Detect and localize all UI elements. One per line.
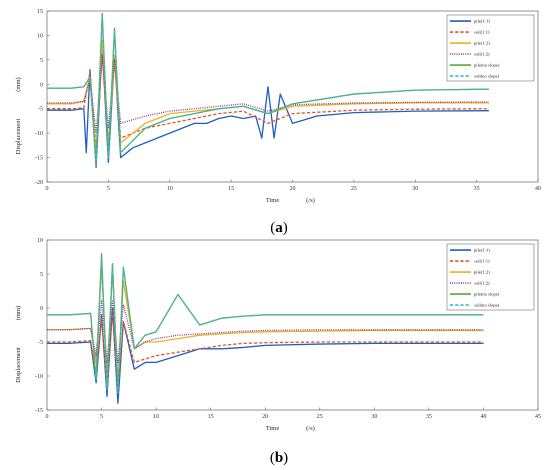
x-tick-label-b-7: 35	[426, 414, 432, 420]
x-tick-label-b-6: 30	[371, 414, 377, 420]
y-axis-unit-b: (mm)	[15, 306, 22, 320]
y-tick-label-a-6: -15	[35, 156, 43, 162]
x-tick-label-b-4: 20	[262, 414, 268, 420]
x-tick-label-b-0: 0	[46, 414, 49, 420]
x-axis-unit-a: (/s)	[306, 197, 315, 204]
legend-label-a-3: soil(1:2)	[474, 52, 490, 57]
y-tick-label-a-2: 5	[40, 58, 43, 64]
x-tick-label-a-8: 40	[535, 186, 541, 192]
legend-label-b-1: soil(1:1)	[474, 259, 490, 264]
legend-label-a-5: soil(no slope)	[474, 74, 500, 79]
x-tick-label-b-2: 10	[153, 414, 159, 420]
x-tick-label-b-5: 25	[317, 414, 323, 420]
x-tick-label-a-7: 35	[474, 186, 480, 192]
legend-label-b-2: pile(1:2)	[474, 270, 490, 275]
y-tick-label-b-3: -5	[38, 340, 43, 346]
legend-label-a-2: pile(1:2)	[474, 41, 490, 46]
x-tick-label-a-0: 0	[46, 186, 49, 192]
x-tick-label-a-4: 20	[290, 186, 296, 192]
y-tick-label-a-1: 10	[37, 33, 43, 39]
series-line-b-3	[47, 300, 484, 364]
legend-box-a	[446, 14, 535, 82]
y-tick-label-b-0: 10	[37, 238, 43, 244]
series-line-b-5	[47, 256, 484, 394]
x-tick-label-a-5: 25	[351, 186, 357, 192]
x-tick-label-a-1: 5	[107, 186, 110, 192]
x-axis-title-a: Time	[266, 197, 280, 204]
legend-label-a-4: pile(no slope)	[474, 63, 500, 68]
x-tick-label-a-2: 10	[167, 186, 173, 192]
x-tick-label-b-8: 40	[480, 414, 486, 420]
x-axis-title-b: Time	[266, 425, 280, 432]
x-tick-label-b-9: 45	[535, 414, 541, 420]
x-tick-label-b-3: 15	[208, 414, 214, 420]
y-tick-label-a-0: 15	[37, 9, 43, 15]
legend-label-b-3: soil(1:2)	[474, 281, 490, 286]
legend-label-a-1: soil(1:1)	[474, 30, 490, 35]
panel-label-a: (a)	[270, 220, 288, 236]
x-tick-label-a-3: 15	[228, 186, 234, 192]
y-tick-label-b-5: -15	[35, 408, 43, 414]
series-line-b-1	[47, 310, 484, 391]
panel-label-b: (b)	[270, 450, 288, 466]
series-line-b-2	[47, 266, 484, 384]
legend-box-b	[446, 243, 535, 311]
series-line-b-0	[47, 307, 484, 404]
chart-panel-b: 0 5 10 15 20 25 30 35 40 45 10 5 0 -5 -10 -15 Time (/s) Di…	[15, 238, 541, 432]
y-axis-title-a: Displacement	[15, 118, 22, 154]
legend-label-b-4: pile(no slope)	[474, 292, 500, 297]
legend-label-a-0: pile(1:1)	[474, 19, 490, 24]
y-tick-label-a-5: -10	[35, 131, 43, 137]
y-tick-label-a-7: -20	[35, 180, 43, 186]
y-tick-label-b-1: 5	[40, 272, 43, 278]
y-tick-label-b-4: -10	[35, 374, 43, 380]
y-tick-label-b-2: 0	[40, 306, 43, 312]
plot-frame-b	[46, 239, 539, 411]
y-tick-label-a-4: -5	[38, 107, 43, 113]
y-axis-title-b: Displacement	[15, 347, 22, 383]
x-tick-label-a-6: 30	[412, 186, 418, 192]
x-tick-label-b-1: 5	[100, 414, 103, 420]
y-tick-label-a-3: 0	[40, 82, 43, 88]
series-line-a-5	[47, 15, 489, 166]
y-axis-unit-a: (mm)	[15, 77, 22, 91]
x-axis-unit-b: (/s)	[306, 425, 315, 432]
series-line-a-1	[47, 54, 489, 149]
chart-panel-a: 0 5 10 15 20 25 30 35 40 15 10 5 0 -5 -10 -15 -20 Time (/s…	[15, 9, 541, 204]
legend-label-b-0: pile(1:1)	[474, 248, 490, 253]
legend-label-b-5: soil(no slope)	[474, 303, 500, 308]
